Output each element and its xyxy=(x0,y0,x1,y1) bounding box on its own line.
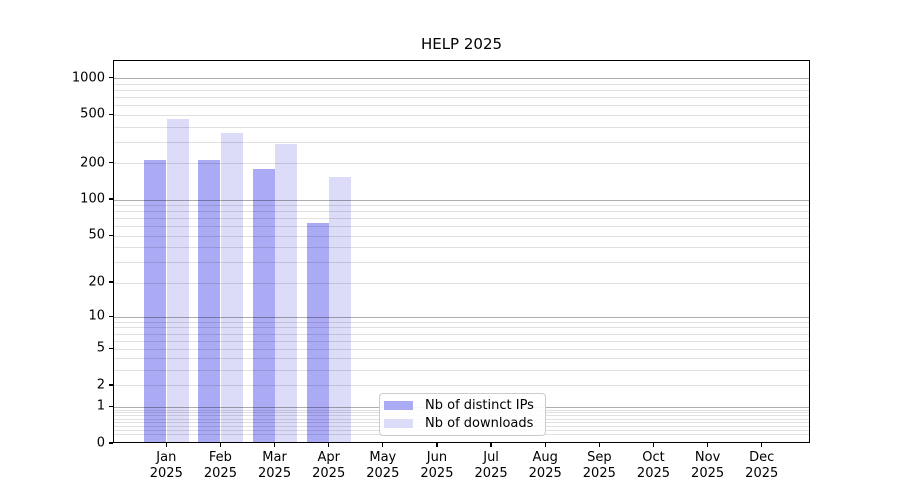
x-tick-label-jul: Jul 2025 xyxy=(474,450,508,481)
minor-gridline xyxy=(114,126,809,128)
legend-swatch-downloads xyxy=(384,419,413,429)
x-tick-label-feb: Feb 2025 xyxy=(203,450,237,481)
x-tick-label-aug: Aug 2025 xyxy=(528,450,562,481)
minor-gridline xyxy=(114,247,809,249)
x-tick-label-apr: Apr 2025 xyxy=(312,450,346,481)
x-tick-label-nov: Nov 2025 xyxy=(691,450,725,481)
x-tick-mark-aug xyxy=(544,443,546,447)
legend-label-downloads: Nb of downloads xyxy=(425,416,534,432)
minor-gridline xyxy=(114,83,809,85)
y-tick-mark-1 xyxy=(109,405,113,407)
minor-gridline xyxy=(114,211,809,213)
legend-item-distinct-ips: Nb of distinct IPs xyxy=(384,396,539,415)
bar-distinct-ips-apr xyxy=(306,222,329,442)
bar-downloads-feb xyxy=(220,132,243,442)
x-tick-label-oct: Oct 2025 xyxy=(636,450,671,481)
y-tick-mark-20 xyxy=(109,281,113,283)
minor-gridline xyxy=(114,105,809,107)
bar-downloads-jan xyxy=(166,118,189,442)
y-tick-label-200: 200 xyxy=(80,155,105,171)
minor-gridline xyxy=(114,97,809,99)
x-tick-label-jan: Jan 2025 xyxy=(149,450,183,481)
x-tick-mark-nov xyxy=(707,443,709,447)
bar-distinct-ips-feb xyxy=(198,159,221,442)
minor-gridline xyxy=(114,141,809,143)
y-tick-mark-1000 xyxy=(109,77,113,79)
y-tick-mark-200 xyxy=(109,162,113,164)
minor-gridline xyxy=(114,205,809,207)
y-tick-mark-5 xyxy=(109,347,113,349)
minor-gridline xyxy=(114,348,809,350)
y-tick-mark-500 xyxy=(109,113,113,115)
y-tick-label-0: 0 xyxy=(96,435,105,451)
bar-downloads-mar xyxy=(275,144,298,442)
x-tick-mark-oct xyxy=(652,443,655,447)
major-gridline xyxy=(114,316,809,318)
bar-distinct-ips-jan xyxy=(144,159,167,442)
y-tick-mark-50 xyxy=(109,234,113,236)
x-tick-mark-mar xyxy=(273,443,276,447)
y-tick-label-5: 5 xyxy=(96,340,105,356)
legend-swatch-distinct-ips xyxy=(384,400,413,410)
x-tick-mark-jul xyxy=(490,443,492,447)
minor-gridline xyxy=(114,163,809,165)
x-tick-mark-feb xyxy=(219,443,222,447)
legend-item-downloads: Nb of downloads xyxy=(384,415,539,434)
y-tick-label-100: 100 xyxy=(80,191,105,207)
x-tick-mark-sep xyxy=(598,443,600,447)
y-tick-label-500: 500 xyxy=(80,106,105,122)
bar-distinct-ips-mar xyxy=(252,169,275,442)
x-tick-label-may: May 2025 xyxy=(366,450,400,481)
minor-gridline xyxy=(114,327,809,329)
y-tick-label-20: 20 xyxy=(88,274,105,290)
minor-gridline xyxy=(114,358,809,360)
minor-gridline xyxy=(114,333,809,335)
x-tick-mark-jun xyxy=(436,443,438,447)
x-tick-label-dec: Dec 2025 xyxy=(745,450,779,481)
plot-area xyxy=(113,60,810,443)
minor-gridline xyxy=(114,321,809,323)
y-tick-mark-100 xyxy=(109,198,113,200)
minor-gridline xyxy=(114,340,809,342)
minor-gridline xyxy=(114,282,809,284)
minor-gridline xyxy=(114,90,809,92)
x-tick-mark-jan xyxy=(165,443,167,447)
major-gridline xyxy=(114,199,809,201)
y-tick-label-1000: 1000 xyxy=(71,70,105,86)
legend: Nb of distinct IPs Nb of downloads xyxy=(379,393,546,436)
minor-gridline xyxy=(114,261,809,263)
y-tick-mark-2 xyxy=(109,384,113,386)
minor-gridline xyxy=(114,235,809,237)
x-tick-mark-may xyxy=(382,443,384,447)
bar-downloads-apr xyxy=(329,177,352,442)
x-tick-label-mar: Mar 2025 xyxy=(258,450,292,481)
x-tick-mark-dec xyxy=(761,443,763,447)
y-tick-label-1: 1 xyxy=(96,398,105,414)
y-tick-mark-0 xyxy=(109,442,113,444)
minor-gridline xyxy=(114,226,809,228)
x-tick-label-sep: Sep 2025 xyxy=(582,450,616,481)
x-tick-label-jun: Jun 2025 xyxy=(420,450,454,481)
y-tick-label-2: 2 xyxy=(96,377,105,393)
minor-gridline xyxy=(114,385,809,387)
y-tick-mark-10 xyxy=(109,315,113,317)
y-tick-label-10: 10 xyxy=(88,308,105,324)
minor-gridline xyxy=(114,218,809,220)
y-tick-label-50: 50 xyxy=(88,227,105,243)
legend-label-distinct-ips: Nb of distinct IPs xyxy=(425,397,534,413)
minor-gridline xyxy=(114,114,809,116)
x-tick-mark-apr xyxy=(328,443,330,447)
major-gridline xyxy=(114,78,809,80)
chart-title: HELP 2025 xyxy=(420,35,503,53)
minor-gridline xyxy=(114,370,809,372)
